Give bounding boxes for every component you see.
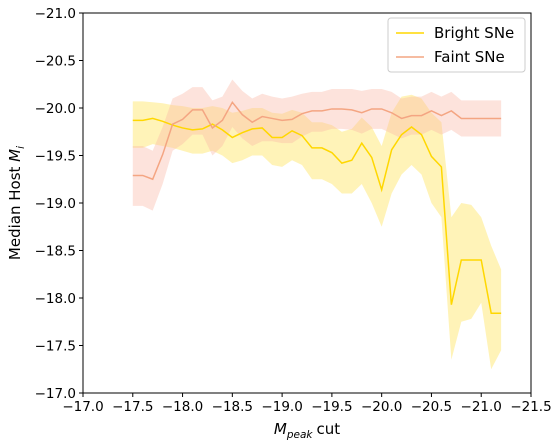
x-label-rest: cut (316, 420, 340, 438)
x-label-main: M (274, 420, 287, 438)
x-tick-label: −17.5 (112, 399, 153, 415)
x-axis-label: Mpeak cut (274, 420, 340, 441)
x-tick-label: −20.5 (411, 399, 452, 415)
y-tick-label: −17.5 (35, 339, 76, 355)
legend: Bright SNe Faint SNe (387, 17, 526, 73)
plot-area (132, 79, 502, 370)
y-tick-label: −19.5 (35, 149, 76, 165)
x-tick-label: −18.5 (212, 399, 253, 415)
legend-label: Faint SNe (434, 48, 505, 66)
y-label-sym: M (6, 149, 24, 162)
confidence-band (132, 94, 502, 370)
x-label-sub: peak (286, 429, 314, 441)
x-tick-label: −20.0 (361, 399, 402, 415)
y-tick-label: −20.5 (35, 54, 76, 70)
y-tick-label: −17.0 (35, 386, 76, 402)
y-tick-label: −19.0 (35, 196, 76, 212)
x-tick-label: −17.0 (62, 399, 103, 415)
x-tick-label: −19.0 (261, 399, 302, 415)
series-line (132, 117, 502, 314)
y-label-sub: i (15, 146, 27, 149)
y-label-main: Median Host (6, 162, 24, 260)
legend-label: Bright SNe (434, 24, 514, 42)
series-line (132, 100, 502, 181)
y-tick-label: −18.5 (35, 244, 76, 260)
x-tick-label: −18.0 (162, 399, 203, 415)
y-tick-label: −20.0 (35, 101, 76, 117)
x-tick-label: −21.0 (461, 399, 502, 415)
legend-box (387, 17, 526, 73)
y-tick-label: −21.0 (35, 6, 76, 22)
y-axis-label: Median Host Mi (6, 146, 27, 260)
confidence-band (132, 79, 502, 211)
x-tick-label: −19.5 (311, 399, 352, 415)
y-tick-label: −18.0 (35, 291, 76, 307)
x-tick-label: −21.5 (510, 399, 551, 415)
